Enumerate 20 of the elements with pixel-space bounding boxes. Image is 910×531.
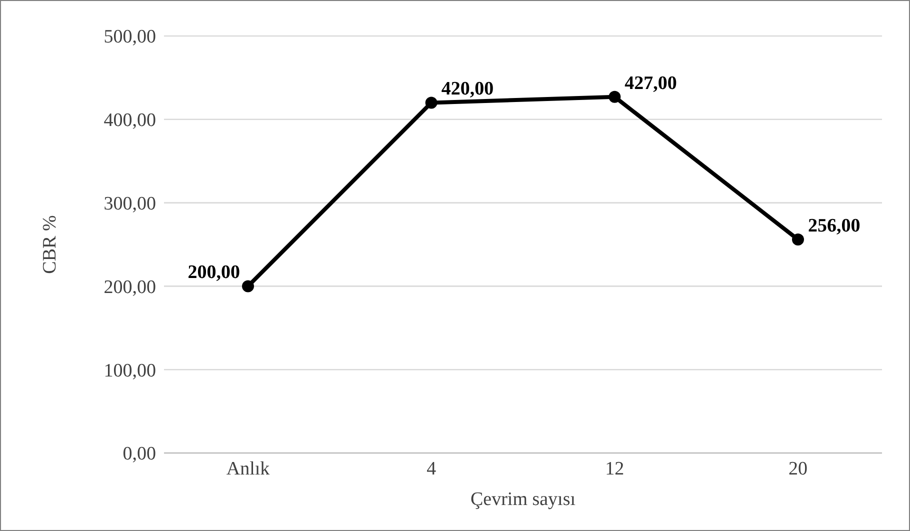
data-label: 256,00: [808, 215, 860, 236]
y-tick-label: 500,00: [104, 26, 156, 48]
data-label: 420,00: [441, 78, 494, 100]
data-label: 427,00: [624, 72, 677, 94]
x-axis-title: Çevrim sayısı: [470, 489, 576, 510]
x-tick-label: 12: [605, 458, 624, 480]
point: [425, 96, 438, 109]
y-axis-title: CBR %: [40, 215, 61, 274]
point: [792, 233, 804, 246]
x-tick-label: 20: [788, 458, 808, 480]
x-tick-label: 4: [426, 458, 437, 480]
y-tick-label: 400,00: [104, 110, 156, 132]
point: [242, 280, 254, 292]
y-tick-label: 200,00: [104, 276, 156, 298]
x-tick-label: Anlık: [226, 458, 270, 480]
y-tick-label: 100,00: [104, 360, 156, 382]
y-tick-label: 0,00: [122, 444, 156, 465]
data-label: 200,00: [188, 262, 240, 284]
y-tick-label: 300,00: [104, 194, 156, 215]
point: [608, 90, 621, 103]
